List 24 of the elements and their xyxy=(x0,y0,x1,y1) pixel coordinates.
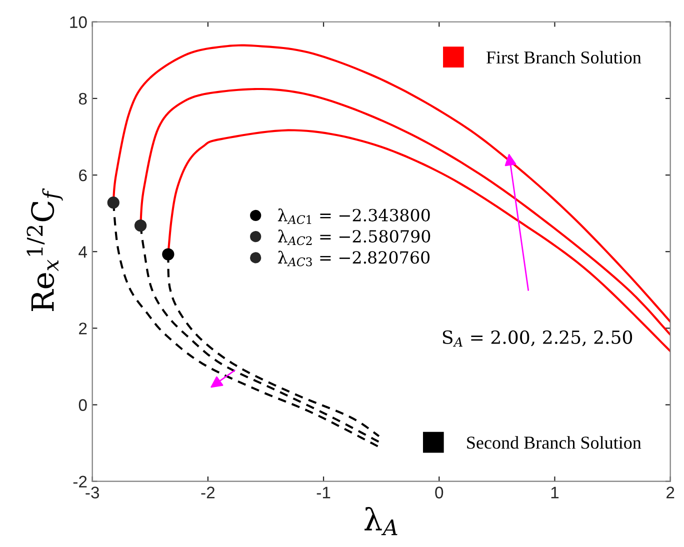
legend-label: First Branch Solution xyxy=(486,50,642,64)
x-tick-label: -2 xyxy=(201,486,215,498)
y-tick-label: 10 xyxy=(70,16,87,28)
y-tick-label: 6 xyxy=(79,169,87,182)
x-tick-label: -3 xyxy=(86,486,100,498)
point xyxy=(107,196,120,209)
legend-label: λ$_{AC1}$ = −2.343800 xyxy=(278,208,430,224)
y-tick-label: -2 xyxy=(73,476,87,488)
y-tick-label: 4 xyxy=(78,246,87,258)
y-tick-label: 2 xyxy=(79,322,87,334)
annotation: S$_{A}$ = 2.00, 2.25, 2.50 xyxy=(442,330,632,347)
y-axis-title: Re$_{x}$$^{1/2}$C$_{f}$ xyxy=(26,188,63,312)
point xyxy=(134,220,147,232)
x-axis-title: λ$_{A}$ xyxy=(364,507,398,536)
x-tick-label: 1 xyxy=(551,486,559,498)
x-tick-label: -1 xyxy=(316,486,330,498)
x-tick-label: 2 xyxy=(666,486,674,498)
y-tick-label: 8 xyxy=(78,92,87,105)
x-tick-label: 0 xyxy=(435,486,444,498)
legend-label: λ$_{AC2}$ = −2.580790 xyxy=(278,230,430,246)
legend-label: λ$_{AC3}$ = −2.820760 xyxy=(278,250,430,266)
point xyxy=(162,248,174,260)
legend-label: Second Branch Solution xyxy=(467,436,642,449)
y-tick-label: 0 xyxy=(78,399,87,411)
